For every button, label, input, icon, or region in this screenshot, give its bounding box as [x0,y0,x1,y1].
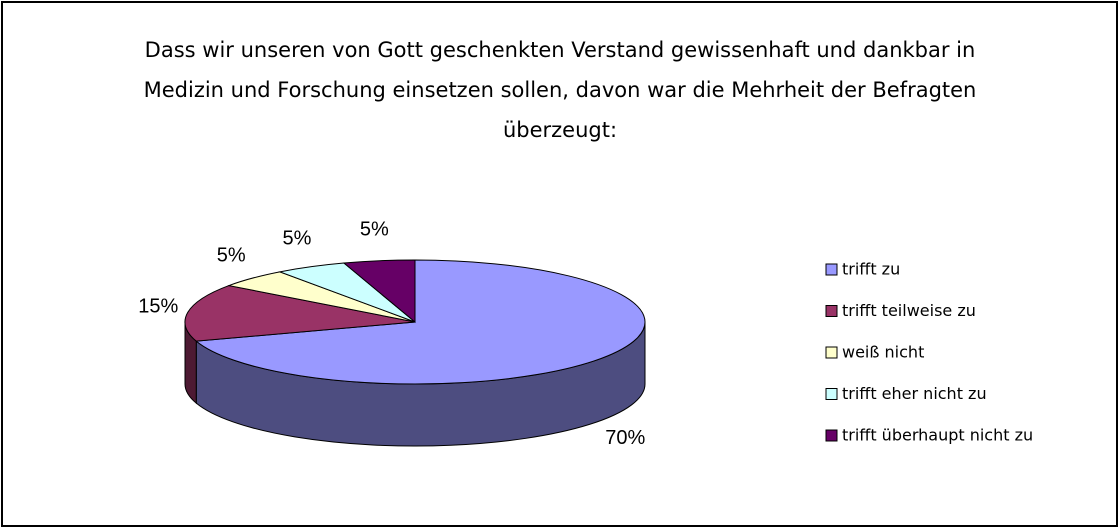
pie-slice [342,259,416,324]
data-label: 5% [217,245,246,267]
data-label: 15% [138,296,178,318]
chart-title: Dass wir unseren von Gott geschenkten Ve… [143,38,977,142]
legend-swatch [825,346,838,359]
legend-swatch [825,263,838,276]
legend-label: weiß nicht [842,343,924,362]
legend-label: trifft eher nicht zu [842,384,987,403]
legend-label: trifft teilweise zu [842,301,976,320]
data-label: 5% [360,218,389,240]
data-label: 5% [283,227,312,249]
pie-slice [184,285,416,342]
legend-label: trifft zu [842,260,900,279]
legend-swatch [825,305,838,317]
data-label: 70% [605,427,645,449]
legend-swatch [825,388,838,400]
pie-slice [194,259,646,385]
legend-label: trifft überhaupt nicht zu [842,426,1033,445]
legend-swatch [825,429,838,442]
